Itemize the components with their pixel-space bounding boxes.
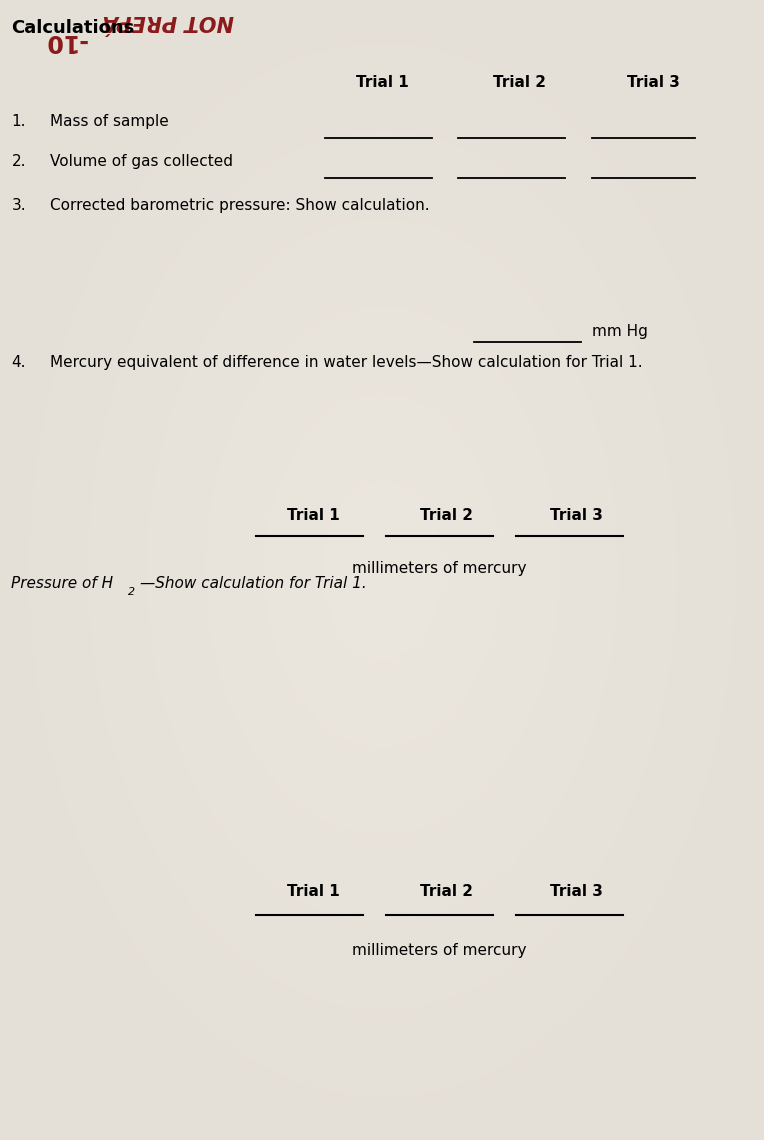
Text: Trial 2: Trial 2	[420, 507, 474, 523]
Text: 1.: 1.	[11, 114, 26, 130]
Text: Trial 1: Trial 1	[286, 507, 340, 523]
Text: NOT PREPÁ: NOT PREPÁ	[102, 11, 234, 32]
Text: mm Hg: mm Hg	[592, 324, 648, 339]
Text: -10: -10	[44, 28, 86, 52]
Text: 3.: 3.	[11, 197, 26, 213]
Text: Trial 1: Trial 1	[286, 884, 340, 899]
Text: Trial 1: Trial 1	[355, 74, 409, 90]
Text: Trial 2: Trial 2	[493, 74, 546, 90]
Text: Trial 3: Trial 3	[550, 884, 604, 899]
Text: millimeters of mercury: millimeters of mercury	[352, 943, 526, 958]
Text: —Show calculation for Trial 1.: —Show calculation for Trial 1.	[140, 576, 367, 592]
Text: Trial 3: Trial 3	[550, 507, 604, 523]
Text: Trial 2: Trial 2	[420, 884, 474, 899]
Text: Corrected barometric pressure: Show calculation.: Corrected barometric pressure: Show calc…	[50, 197, 429, 213]
Text: Mass of sample: Mass of sample	[50, 114, 168, 130]
Text: Calculations: Calculations	[11, 19, 134, 38]
Text: millimeters of mercury: millimeters of mercury	[352, 561, 526, 576]
Text: Volume of gas collected: Volume of gas collected	[50, 154, 233, 170]
Text: Mercury equivalent of difference in water levels—Show calculation for Trial 1.: Mercury equivalent of difference in wate…	[50, 355, 643, 371]
Text: Trial 3: Trial 3	[626, 74, 680, 90]
Text: 2: 2	[128, 587, 135, 596]
Text: Pressure of H: Pressure of H	[11, 576, 114, 592]
Text: 2.: 2.	[11, 154, 26, 170]
Text: 4.: 4.	[11, 355, 26, 371]
